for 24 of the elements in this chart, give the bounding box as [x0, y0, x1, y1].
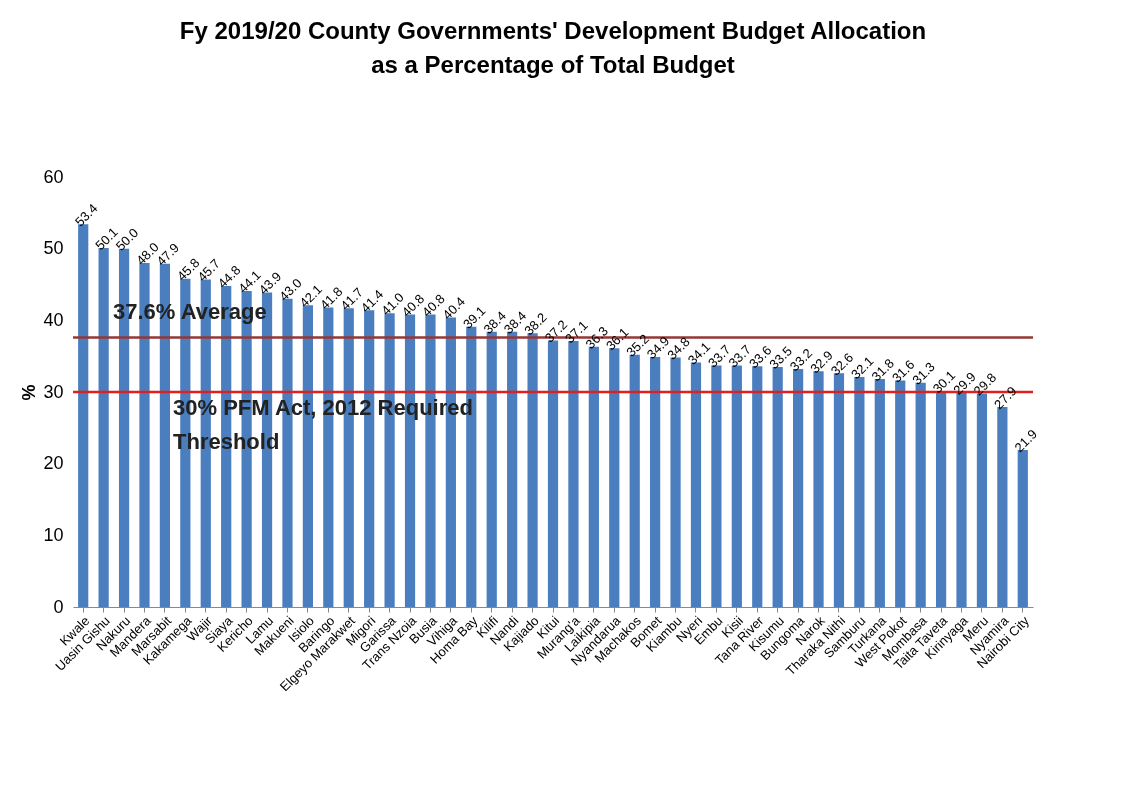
y-tick-label: 0: [53, 596, 64, 617]
bar: [793, 369, 804, 607]
y-tick-label: 50: [43, 238, 64, 259]
bar: [935, 391, 947, 607]
bar: [731, 365, 742, 607]
bar: [813, 371, 824, 607]
bar: [527, 333, 538, 607]
y-tick-label: 60: [43, 166, 64, 187]
bar: [833, 373, 845, 607]
chart-title: Fy 2019/20 County Governments' Development Budget Allocation as a Percentage of Total Budget: [179, 17, 927, 78]
y-tick-label: 30: [43, 381, 64, 402]
bar: [78, 224, 89, 607]
y-tick-label: 10: [43, 524, 64, 545]
bar: [609, 348, 620, 607]
bar: [547, 340, 559, 607]
bar: [711, 365, 722, 607]
y-axis-title: %: [19, 384, 40, 401]
bar: [568, 341, 579, 607]
bar: [752, 366, 763, 607]
bar: [895, 380, 906, 607]
bar: [874, 379, 885, 607]
data-label: 53.4: [71, 200, 101, 230]
y-tick-label: 20: [43, 453, 64, 474]
y-tick-label: 40: [43, 309, 64, 330]
